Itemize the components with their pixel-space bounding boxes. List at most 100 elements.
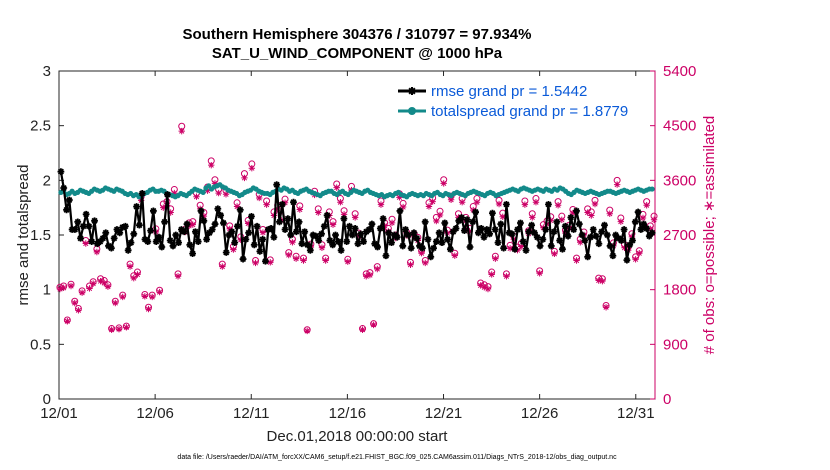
obs-assimilated-marker <box>521 201 529 208</box>
obs-assimilated-marker <box>300 257 307 264</box>
y-axis-right: 0 900 1800 2700 3600 4500 5400 <box>650 63 696 408</box>
rmse-point <box>183 220 191 228</box>
rmse-point <box>340 215 348 222</box>
rmse-point <box>564 232 572 240</box>
rmse-point <box>354 240 362 248</box>
obs-assimilated-marker <box>447 196 455 203</box>
rmse-point <box>158 243 166 251</box>
rmse-point <box>578 231 586 239</box>
obs-assimilated-marker <box>167 209 174 216</box>
rmse-point <box>169 242 177 250</box>
rmse-point <box>250 241 258 249</box>
rmse-point <box>365 226 373 233</box>
rmse-point <box>545 200 552 208</box>
obs-assimilated-marker <box>64 318 71 325</box>
obs-assimilated-marker <box>204 187 211 194</box>
rmse-point <box>430 244 437 252</box>
rmse-point <box>200 217 208 225</box>
rmse-point <box>617 237 625 244</box>
y-axis-left: 0 0.5 1 1.5 2 2.5 3 <box>30 63 64 408</box>
rmse-point <box>172 231 180 239</box>
rmse-point <box>351 225 359 232</box>
obs-assimilated-marker <box>628 233 636 241</box>
obs-assimilated-marker <box>200 212 208 220</box>
rmse-point <box>253 222 261 230</box>
rmse-point <box>161 218 168 226</box>
rmse-point <box>432 238 440 245</box>
rmse-point <box>475 229 482 237</box>
rmse-point <box>228 228 236 236</box>
obs-assimilated-marker <box>333 184 340 191</box>
rmse-point <box>290 198 297 206</box>
y2-tick-label: 900 <box>663 336 688 353</box>
rmse-point <box>368 220 376 228</box>
obs-assimilated-marker <box>595 277 602 284</box>
obs-assimilated-marker <box>514 246 521 254</box>
rmse-point <box>239 255 247 263</box>
obs-assimilated-marker <box>219 263 226 270</box>
y-tick-label: 2.5 <box>30 118 51 135</box>
rmse-point <box>119 223 126 231</box>
rmse-point <box>466 243 474 251</box>
rmse-point <box>348 231 356 239</box>
rmse-point <box>360 238 367 245</box>
y-tick-label: 0 <box>43 391 51 408</box>
rmse-point <box>231 239 239 247</box>
y-tick-label: 0.5 <box>30 336 51 353</box>
rmse-point <box>452 225 460 232</box>
obs-assimilated-marker <box>636 250 643 257</box>
rmse-point <box>102 229 110 237</box>
totalspread-point <box>200 189 206 195</box>
rmse-point <box>346 222 353 230</box>
rmse-point <box>116 229 124 237</box>
rmse-point <box>186 241 194 249</box>
rmse-point <box>85 222 93 230</box>
rmse-point <box>63 206 70 214</box>
obs-assimilated-marker <box>130 274 137 282</box>
rmse-point <box>519 238 527 245</box>
rmse-point <box>413 234 421 242</box>
obs-assimilated-marker <box>289 239 296 246</box>
rmse-point <box>424 235 432 243</box>
obs-assimilated-marker <box>536 270 543 277</box>
rmse-point <box>435 229 443 237</box>
legend-marker-totalspread <box>408 107 416 115</box>
obs-assimilated-marker <box>75 307 82 314</box>
rmse-point <box>155 233 163 241</box>
rmse-point <box>626 241 634 249</box>
rmse-point <box>402 226 409 233</box>
rmse-point <box>589 226 597 233</box>
rmse-point <box>643 225 650 232</box>
obs-assimilated-marker <box>67 282 75 290</box>
obs-assimilated-marker <box>351 214 359 221</box>
obs-assimilated-marker <box>363 273 370 280</box>
rmse-point <box>304 241 311 249</box>
obs-assimilated-marker <box>241 174 248 182</box>
rmse-point <box>309 231 317 239</box>
obs-assimilated-marker <box>573 257 580 264</box>
obs-assimilated-marker <box>93 248 101 256</box>
rmse-point <box>301 228 309 236</box>
rmse-point <box>404 231 412 239</box>
rmse-point <box>376 225 384 232</box>
rmse-point <box>612 231 620 239</box>
obs-assimilated-marker <box>399 203 407 211</box>
obs-assimilated-marker <box>126 263 134 270</box>
y2-tick-label: 5400 <box>663 63 696 80</box>
obs-assimilated-marker <box>407 261 414 268</box>
rmse-point <box>208 226 216 233</box>
rmse-point <box>561 222 569 230</box>
obs-assimilated-marker <box>577 239 584 246</box>
rmse-point <box>427 253 435 261</box>
obs-assimilated-marker <box>318 244 326 251</box>
rmse-point <box>449 228 457 236</box>
rmse-point <box>514 226 522 233</box>
obs-assimilated-marker <box>97 277 104 285</box>
rmse-point <box>503 200 510 208</box>
obs-assimilated-marker <box>322 257 329 264</box>
rmse-point <box>284 215 292 222</box>
rmse-point <box>371 240 379 248</box>
x-tick-label: 12/01 <box>40 405 78 422</box>
obs-assimilated-marker <box>377 201 385 208</box>
data-file-footnote: data file: /Users/raeder/DAI/ATM_forcXX/… <box>177 454 617 461</box>
